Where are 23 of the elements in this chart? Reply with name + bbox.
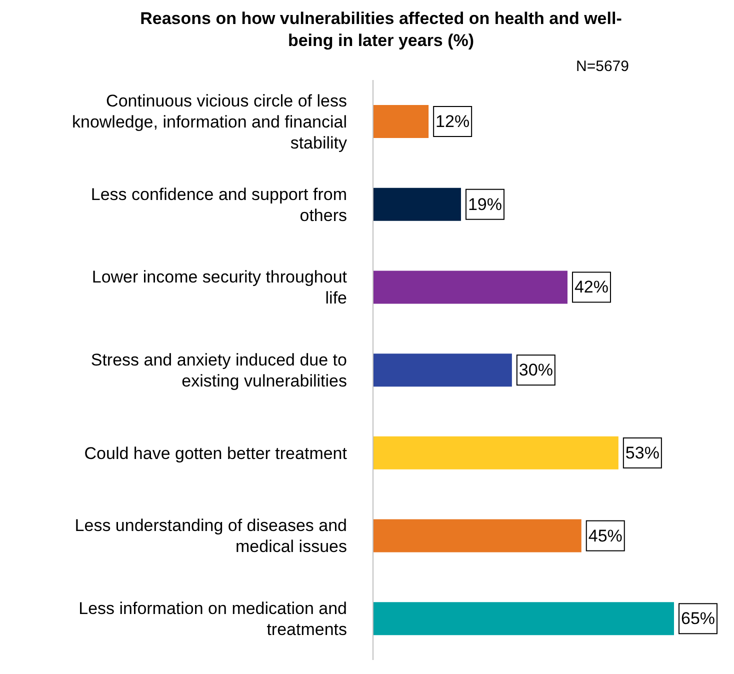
bar — [373, 105, 429, 138]
y-tick-label: Stress and anxiety induced due to existing vulnerabilities — [90, 350, 347, 390]
data-label: 30% — [518, 360, 553, 380]
bar — [373, 354, 512, 387]
y-tick-label: Continuous vicious circle of less knowledge, information and financial stability — [72, 90, 348, 152]
y-tick-label: Less understanding of diseases and medical issues — [74, 516, 347, 556]
y-tick-label: Less information on medication and treatments — [78, 598, 347, 639]
data-label: 19% — [468, 194, 502, 214]
data-label: 12% — [436, 112, 470, 131]
y-tick-label: Lower income security throughout life — [92, 267, 348, 308]
data-label: 53% — [625, 443, 660, 462]
text: N=5679 — [575, 58, 630, 77]
bar — [373, 270, 568, 304]
bar — [373, 519, 582, 552]
bar — [373, 188, 461, 221]
chart-title: Reasons on how vulnerabilities affected on health and well-being in later years (%) — [139, 8, 623, 52]
y-tick-label: Less confidence and support from others — [90, 184, 347, 224]
data-label: 65% — [680, 609, 716, 628]
data-label: 42% — [574, 278, 609, 297]
y-tick-label: Could have gotten better treatment — [84, 443, 348, 462]
bar — [373, 602, 674, 636]
data-label: 45% — [588, 526, 622, 546]
bar — [373, 436, 618, 470]
